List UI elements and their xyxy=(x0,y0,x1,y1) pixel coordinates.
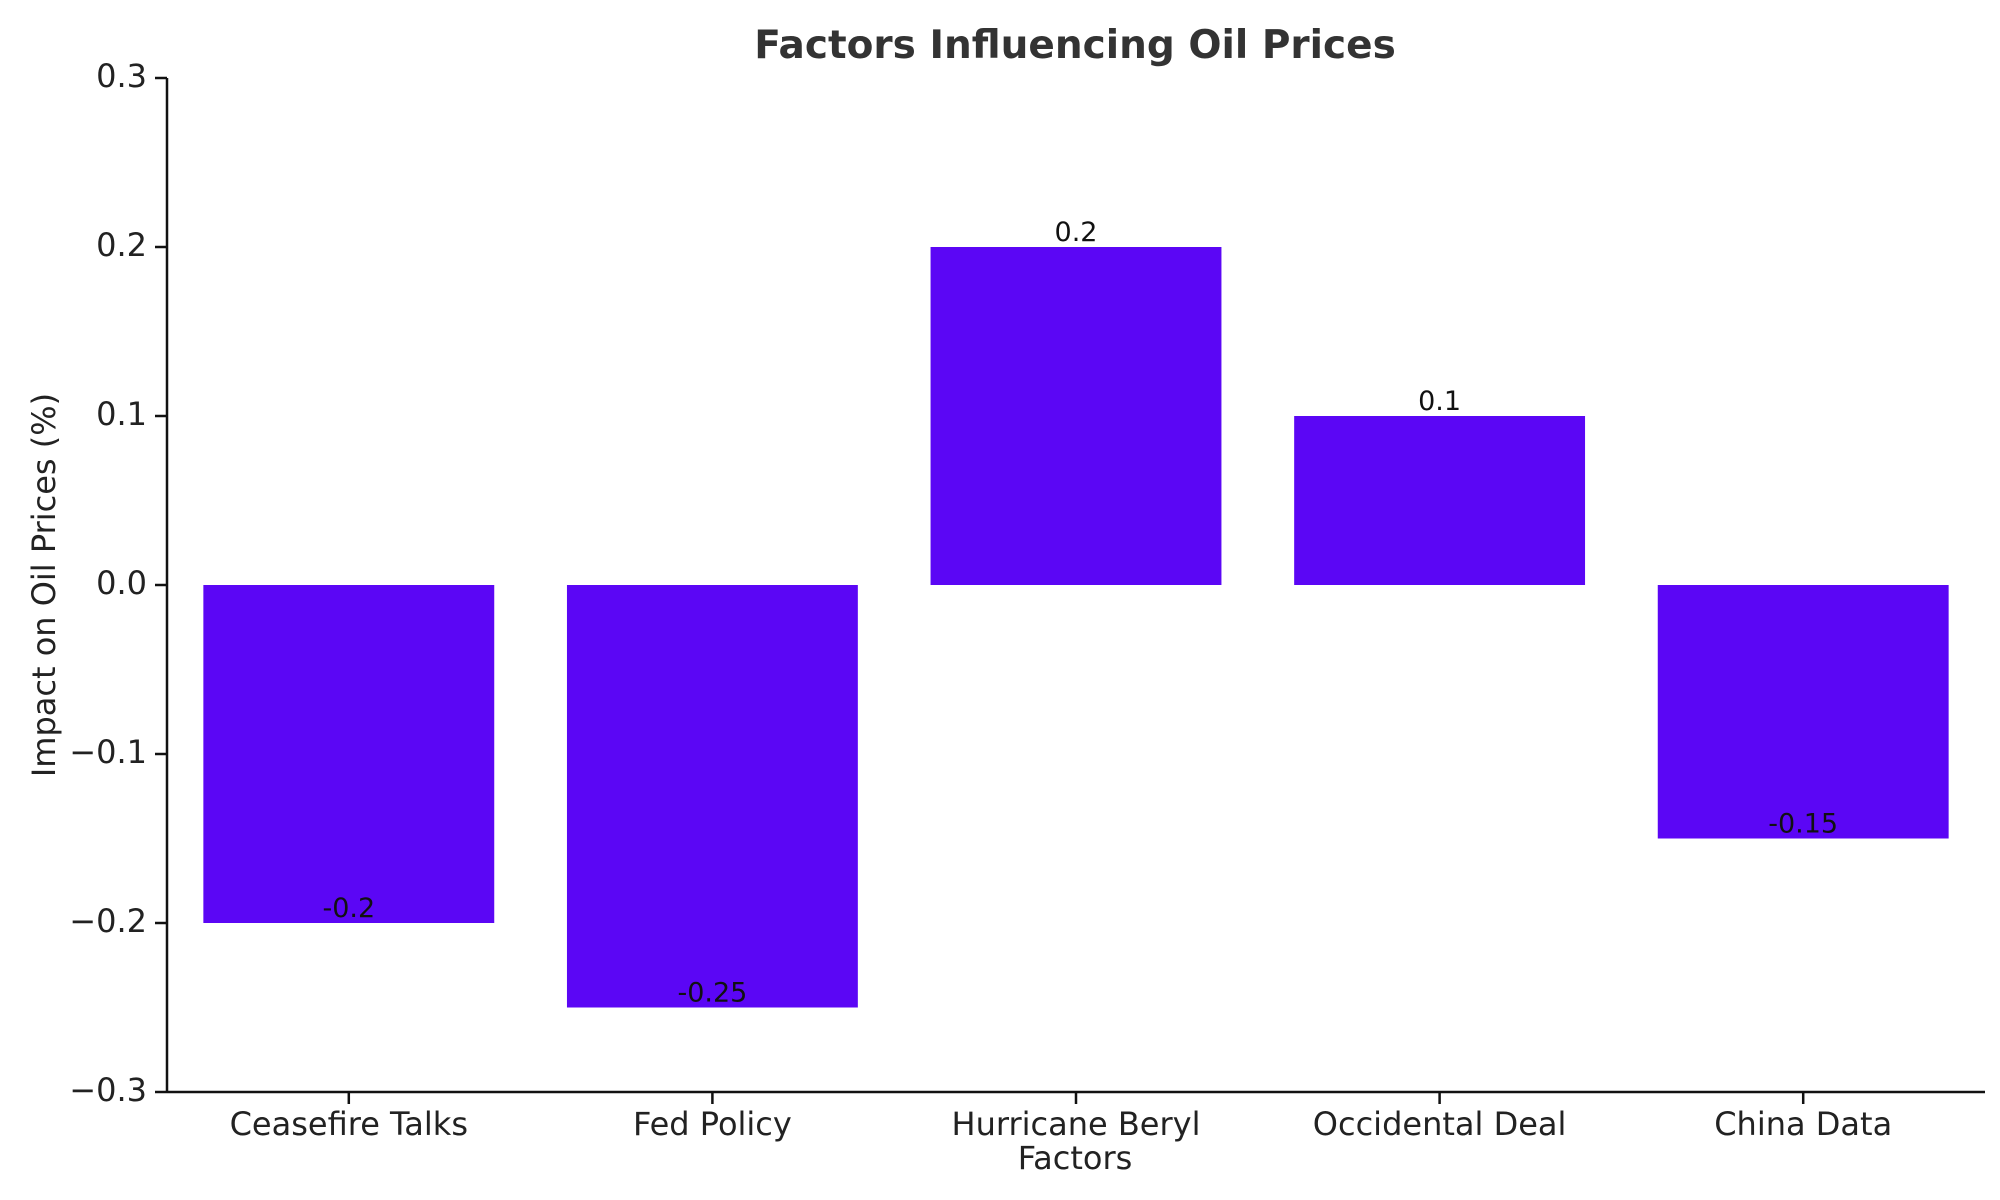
chart-title: Factors Influencing Oil Prices xyxy=(754,23,1396,68)
x-tick-label-china-data: China Data xyxy=(1714,1105,1892,1143)
y-tick-label: 0.0 xyxy=(96,564,147,602)
x-tick-label-ceasefire-talks: Ceasefire Talks xyxy=(230,1105,468,1143)
x-tick-label-occidental-deal: Occidental Deal xyxy=(1313,1105,1567,1143)
bar-ceasefire-talks xyxy=(203,585,495,923)
data-label-hurricane-beryl: 0.2 xyxy=(1055,217,1098,248)
bar-fed-policy xyxy=(566,585,858,1008)
y-tick-label: 0.1 xyxy=(96,395,147,433)
y-tick-label: −0.1 xyxy=(69,733,147,771)
bars-layer xyxy=(203,247,1949,1008)
y-tick-label: 0.3 xyxy=(96,57,147,95)
bar-hurricane-beryl xyxy=(930,247,1222,585)
y-tick-label: 0.2 xyxy=(96,226,147,264)
data-label-china-data: -0.15 xyxy=(1768,809,1838,840)
y-ticks-layer: −0.3 −0.2 −0.1 0.0 0.1 0.2 0.3 xyxy=(69,57,167,1109)
y-axis-label: Impact on Oil Prices (%) xyxy=(25,393,63,777)
x-tick-label-fed-policy: Fed Policy xyxy=(633,1105,792,1143)
bar-occidental-deal xyxy=(1294,416,1586,585)
x-tick-label-hurricane-beryl: Hurricane Beryl xyxy=(952,1105,1201,1143)
data-label-fed-policy: -0.25 xyxy=(677,978,747,1009)
bar-china-data xyxy=(1657,585,1949,839)
y-tick-label: −0.3 xyxy=(69,1071,147,1109)
data-label-occidental-deal: 0.1 xyxy=(1418,386,1461,417)
data-label-ceasefire-talks: -0.2 xyxy=(322,893,375,924)
x-axis-label: Factors xyxy=(1018,1139,1133,1177)
y-tick-label: −0.2 xyxy=(69,902,147,940)
x-ticks-layer: Ceasefire Talks Fed Policy Hurricane Beryl… xyxy=(230,1092,1892,1143)
data-labels-layer: -0.2 -0.25 0.2 0.1 -0.15 xyxy=(322,217,1838,1009)
